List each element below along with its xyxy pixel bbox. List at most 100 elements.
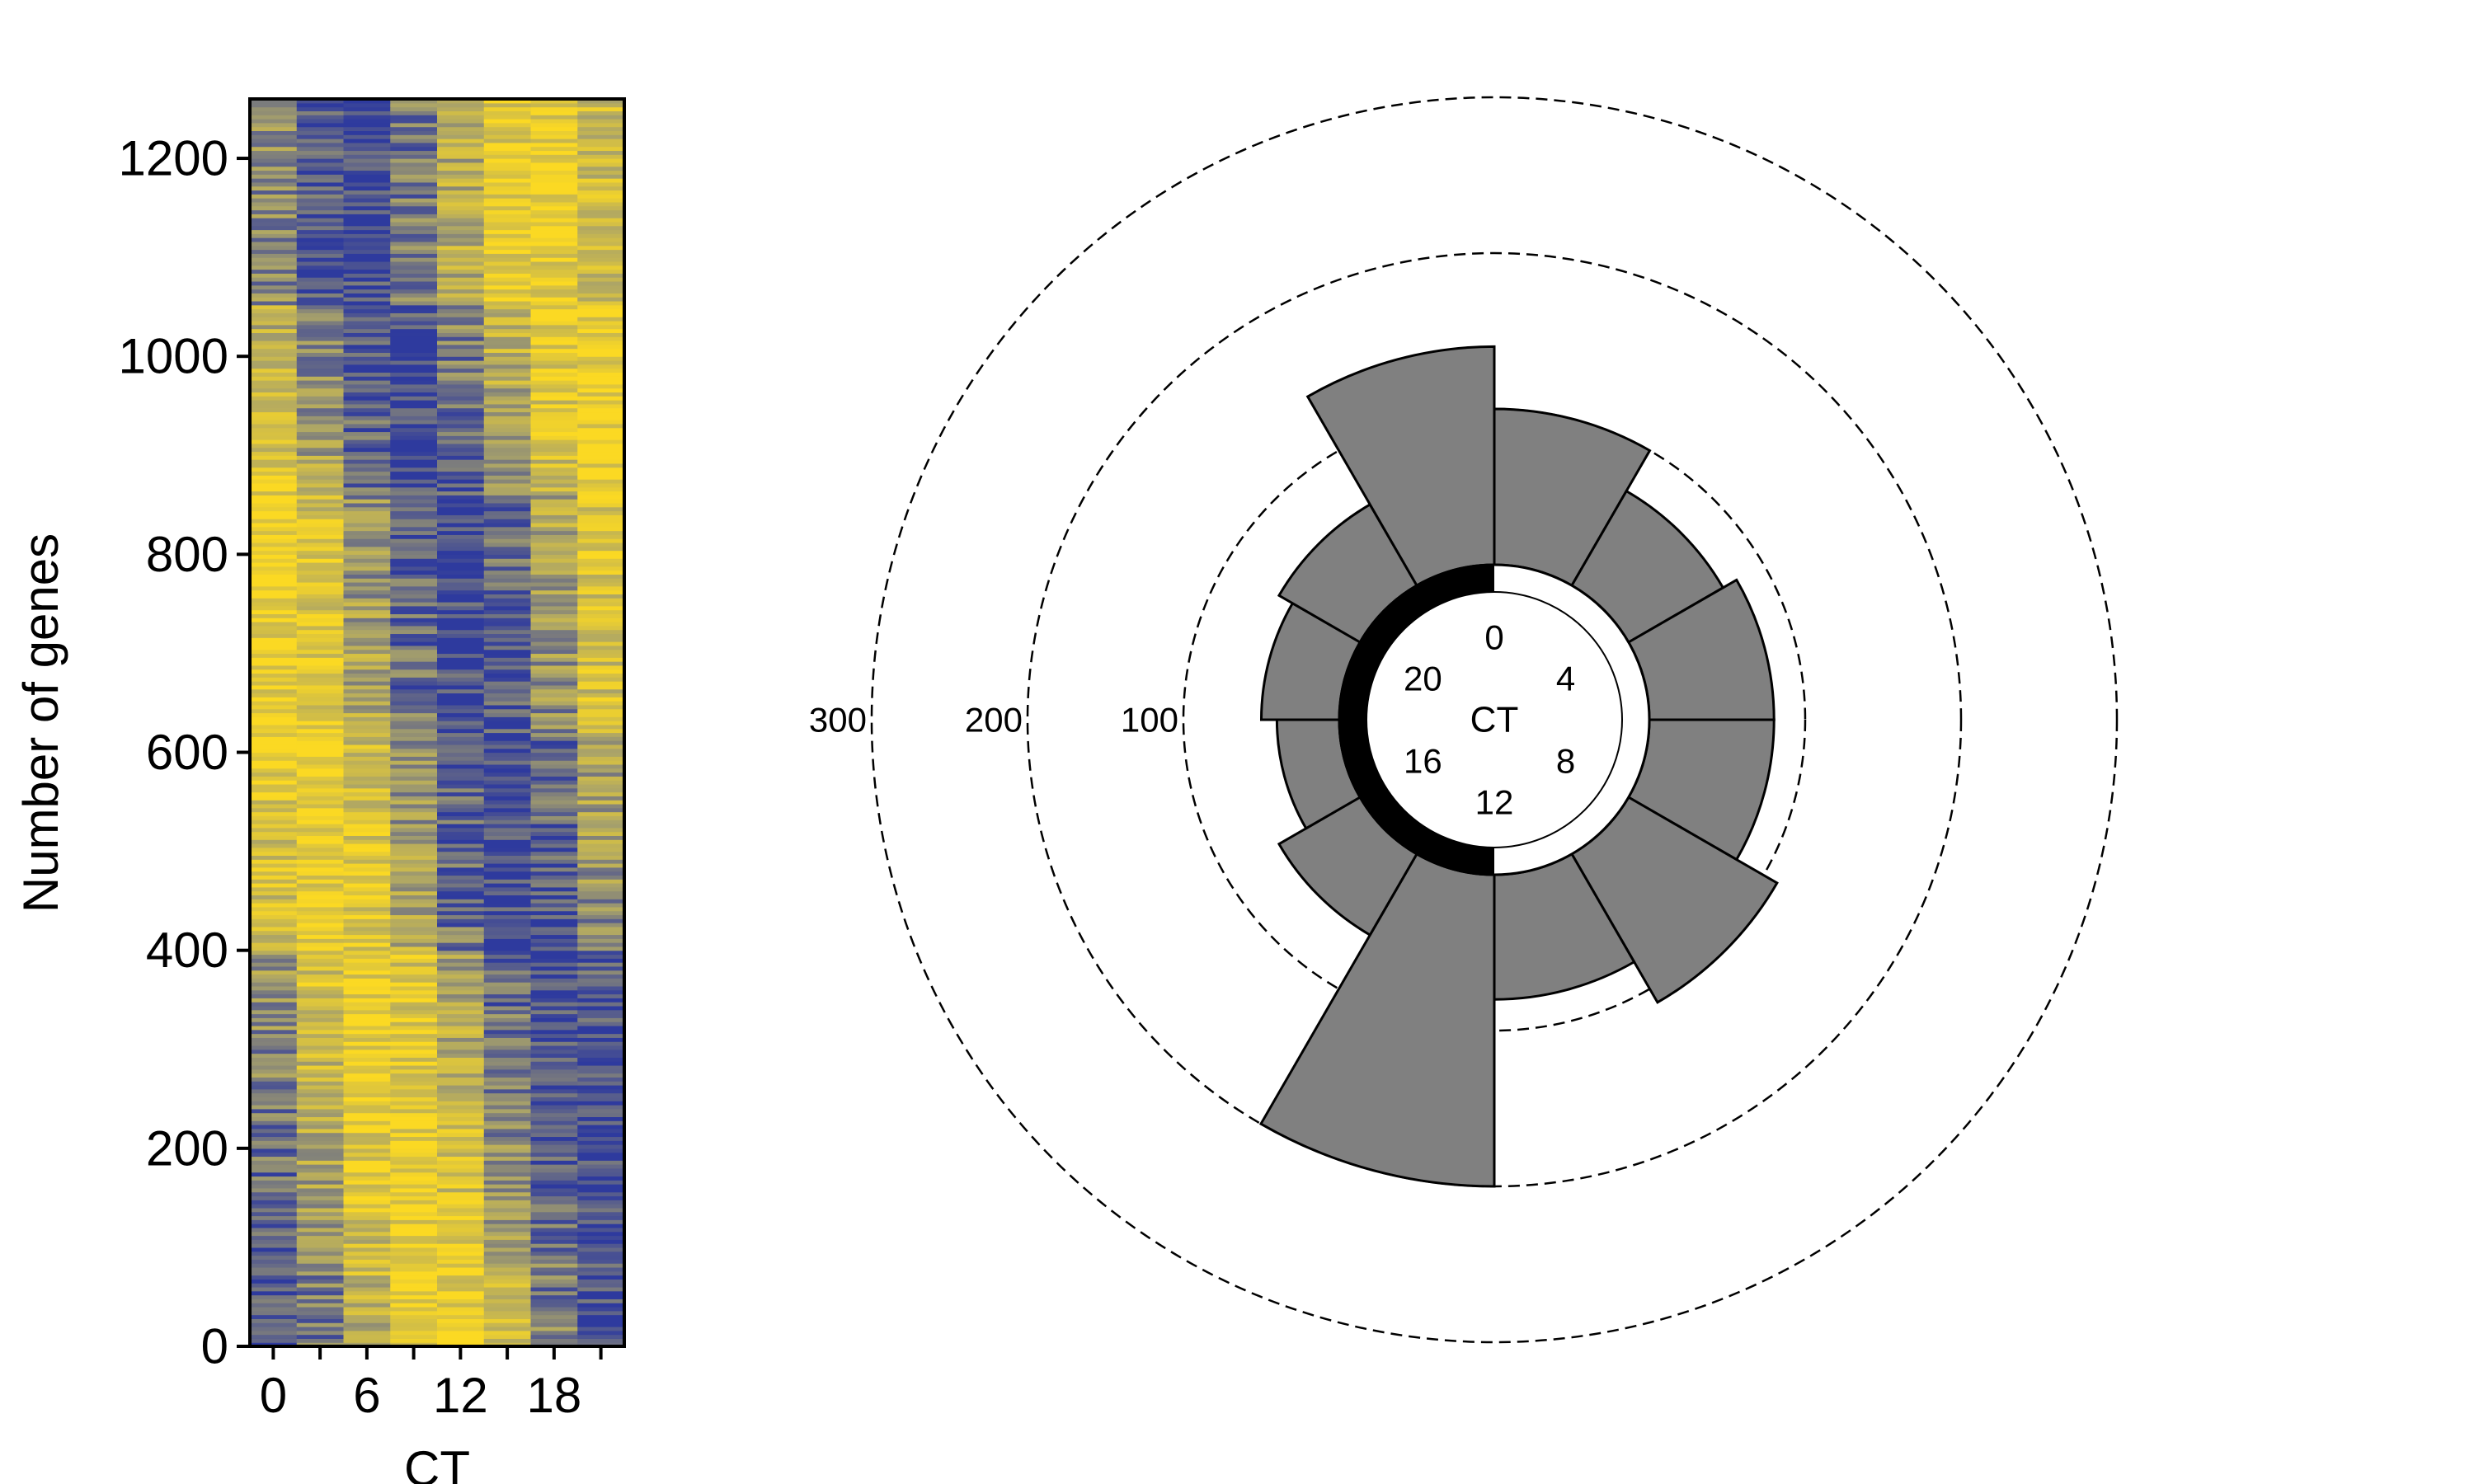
heatmap-cell bbox=[437, 139, 485, 143]
heatmap-cell bbox=[250, 645, 298, 650]
heatmap-cell bbox=[530, 1140, 578, 1145]
heatmap-cell bbox=[437, 978, 485, 983]
heatmap-cell bbox=[577, 510, 625, 515]
heatmap-cell bbox=[437, 625, 485, 631]
heatmap-cell bbox=[577, 237, 625, 242]
heatmap-cell bbox=[296, 1105, 345, 1110]
heatmap-cell bbox=[437, 665, 485, 670]
heatmap-cell bbox=[296, 982, 345, 987]
heatmap-cell bbox=[343, 368, 391, 373]
heatmap-cell bbox=[530, 522, 578, 528]
heatmap-cell bbox=[343, 970, 391, 975]
heatmap-cell bbox=[483, 633, 532, 638]
heatmap-cell bbox=[530, 890, 578, 896]
heatmap-cell bbox=[530, 1322, 578, 1327]
heatmap-cell bbox=[437, 697, 485, 702]
heatmap-cell bbox=[530, 205, 578, 211]
heatmap-cell bbox=[483, 736, 532, 741]
heatmap-cell bbox=[577, 198, 625, 203]
heatmap-cell bbox=[343, 669, 391, 674]
heatmap-cell bbox=[530, 622, 578, 627]
heatmap-cell bbox=[390, 807, 438, 813]
heatmap-cell bbox=[343, 1097, 391, 1101]
heatmap-cell bbox=[437, 1207, 485, 1213]
heatmap-cell bbox=[530, 1334, 578, 1339]
heatmap-cell bbox=[390, 598, 438, 603]
heatmap-cell bbox=[577, 923, 625, 928]
heatmap-cell bbox=[296, 1326, 345, 1331]
heatmap-cell bbox=[483, 166, 532, 171]
heatmap-cell bbox=[296, 280, 345, 286]
heatmap-cell bbox=[343, 618, 391, 622]
heatmap-cell bbox=[577, 1266, 625, 1272]
heatmap-cell bbox=[577, 1112, 625, 1118]
heatmap-cell bbox=[577, 423, 625, 429]
heatmap-cell bbox=[390, 542, 438, 547]
heatmap-cell bbox=[530, 1180, 578, 1185]
heatmap-cell bbox=[343, 899, 391, 904]
heatmap-cell bbox=[530, 209, 578, 214]
heatmap-cell bbox=[343, 205, 391, 211]
heatmap-cell bbox=[577, 978, 625, 983]
heatmap-cell bbox=[343, 142, 391, 148]
heatmap-cell bbox=[437, 831, 485, 836]
heatmap-cell bbox=[530, 609, 578, 615]
heatmap-cell bbox=[343, 1128, 391, 1134]
heatmap-cell bbox=[483, 273, 532, 278]
heatmap-cell bbox=[530, 974, 578, 979]
heatmap-cell bbox=[343, 985, 391, 991]
heatmap-cell bbox=[437, 1263, 485, 1268]
heatmap-cell bbox=[250, 328, 298, 333]
heatmap-cell bbox=[483, 253, 532, 258]
heatmap-cell bbox=[530, 102, 578, 108]
heatmap-cell bbox=[296, 602, 345, 607]
heatmap-cell bbox=[390, 166, 438, 171]
heatmap-cell bbox=[437, 1251, 485, 1256]
heatmap-cell bbox=[250, 475, 298, 480]
heatmap-cell bbox=[530, 170, 578, 175]
heatmap-cell bbox=[577, 1298, 625, 1303]
heatmap-cell bbox=[250, 1200, 298, 1205]
heatmap-cell bbox=[483, 368, 532, 373]
heatmap-cell bbox=[296, 724, 345, 730]
heatmap-cell bbox=[343, 974, 391, 979]
heatmap-cell bbox=[437, 1310, 485, 1316]
heatmap-cell bbox=[483, 510, 532, 515]
heatmap-cell bbox=[343, 665, 391, 670]
heatmap-cell bbox=[390, 416, 438, 420]
heatmap-cell bbox=[250, 1215, 298, 1220]
heatmap-cell bbox=[343, 479, 391, 484]
heatmap-cell bbox=[296, 1017, 345, 1022]
heatmap-cell bbox=[390, 934, 438, 939]
heatmap-cell bbox=[390, 1255, 438, 1260]
heatmap-cell bbox=[296, 866, 345, 872]
heatmap-cell bbox=[296, 1041, 345, 1046]
heatmap-cell bbox=[577, 807, 625, 813]
heatmap-cell bbox=[250, 1191, 298, 1197]
heatmap-cell bbox=[437, 479, 485, 484]
heatmap-cell bbox=[296, 914, 345, 919]
heatmap-cell bbox=[437, 1180, 485, 1185]
heatmap-cell bbox=[390, 697, 438, 702]
heatmap-cell bbox=[437, 1200, 485, 1205]
heatmap-cell bbox=[390, 879, 438, 884]
heatmap-cell bbox=[390, 637, 438, 642]
heatmap-cell bbox=[483, 1172, 532, 1177]
heatmap-cell bbox=[250, 684, 298, 690]
heatmap-cell bbox=[577, 245, 625, 251]
heatmap-cell bbox=[483, 356, 532, 361]
heatmap-cell bbox=[437, 561, 485, 567]
heatmap-cell bbox=[437, 190, 485, 195]
heatmap-cell bbox=[577, 1068, 625, 1074]
heatmap-cell bbox=[483, 1144, 532, 1149]
heatmap-cell bbox=[483, 787, 532, 793]
heatmap-cell bbox=[296, 1049, 345, 1054]
heatmap-cell bbox=[577, 1200, 625, 1205]
heatmap-cell bbox=[483, 835, 532, 840]
heatmap-cell bbox=[343, 693, 391, 697]
heatmap-cell bbox=[296, 451, 345, 456]
heatmap-cell bbox=[343, 1125, 391, 1129]
heatmap-cell bbox=[343, 1279, 391, 1284]
heatmap-cell bbox=[437, 1275, 485, 1280]
heatmap-cell bbox=[296, 1259, 345, 1264]
